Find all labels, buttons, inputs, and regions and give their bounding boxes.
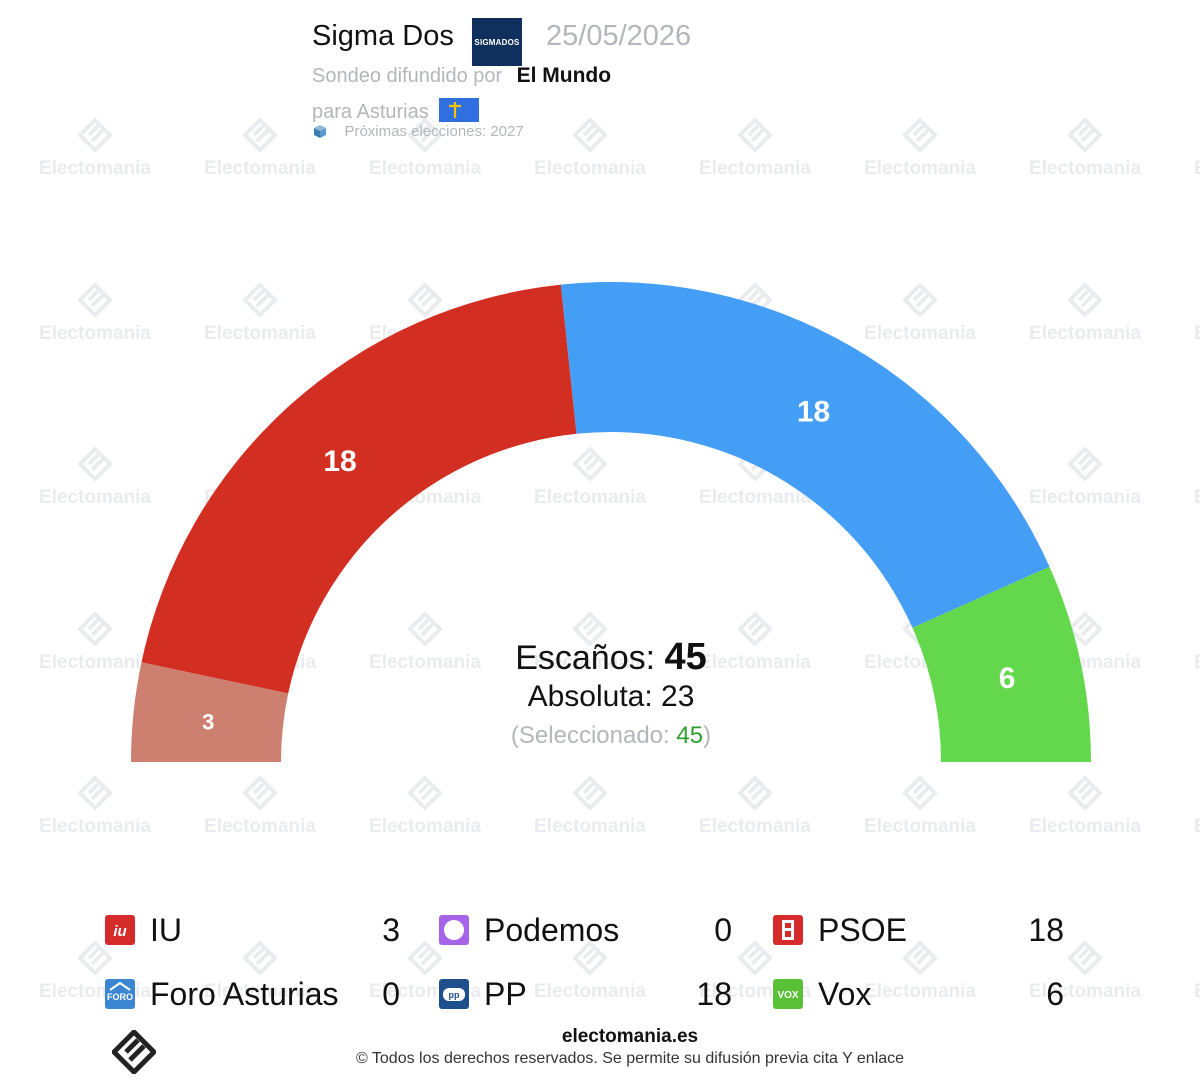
- majority-value: 23: [661, 680, 695, 713]
- region-label: para Asturias: [312, 101, 429, 123]
- majority-line: Absoluta: 23: [411, 680, 811, 722]
- legend-value: 18: [696, 976, 732, 1012]
- pollster-logo: SIGMADOS: [472, 18, 522, 66]
- electomania-logo-icon: [110, 1028, 158, 1079]
- next-elections: Próximas elecciones: 2027: [344, 123, 524, 140]
- legend-value: 18: [1028, 912, 1064, 948]
- selected-prefix: (Seleccionado:: [510, 722, 670, 749]
- legend-name: IU: [150, 912, 182, 948]
- segment-seat-label: 3: [202, 710, 214, 735]
- psoe-logo-icon: [772, 914, 804, 946]
- segment-seat-label: 18: [797, 395, 830, 428]
- svg-text:pp: pp: [449, 990, 460, 1000]
- segment-seat-label: 6: [999, 662, 1016, 695]
- legend-value: 3: [382, 912, 400, 948]
- asturias-flag-icon: [439, 98, 480, 122]
- hemicycle-segment-pp: [560, 282, 1050, 628]
- hemicycle-segment-vox: [912, 566, 1091, 762]
- podemos-logo-icon: [438, 914, 470, 946]
- majority-label: Absoluta:: [527, 680, 653, 713]
- source-prefix: Sondeo difundido por: [312, 65, 503, 87]
- hemicycle-segment-psoe: [141, 284, 577, 694]
- svg-text:iu: iu: [113, 923, 126, 940]
- legend-value: 6: [1046, 976, 1064, 1012]
- region-row: para Asturias: [312, 98, 480, 124]
- source-row: Sondeo difundido por El Mundo: [312, 64, 611, 88]
- legend-name: PSOE: [818, 912, 907, 948]
- segment-seat-label: 18: [323, 445, 356, 478]
- foro-asturias-logo-icon: FORO: [104, 978, 136, 1010]
- legend-value: 0: [382, 976, 400, 1012]
- hemicycle-segment-iu: [131, 662, 289, 762]
- seats-label: Escaños:: [515, 639, 656, 677]
- footer-site: electomania.es: [561, 1026, 699, 1047]
- svg-text:VOX: VOX: [777, 990, 798, 1001]
- footer-copyright: © Todos los derechos reservados. Se perm…: [355, 1050, 905, 1067]
- next-elections-row: Próximas elecciones: 2027: [312, 122, 524, 143]
- media-name: El Mundo: [516, 64, 612, 87]
- seats-total: 45: [664, 636, 707, 678]
- legend-name: Foro Asturias: [150, 976, 339, 1012]
- poll-date: 25/05/2026: [546, 20, 692, 52]
- selected-suffix: ): [703, 722, 712, 749]
- pollster-name: Sigma Dos: [312, 20, 454, 52]
- legend-name: Podemos: [484, 912, 620, 948]
- legend-name: PP: [484, 976, 527, 1012]
- pp-logo-icon: pp: [438, 978, 470, 1010]
- svg-text:FORO: FORO: [107, 992, 133, 1002]
- ballot-box-icon: [312, 122, 328, 143]
- seat-summary: Escaños: 45 Absoluta: 23 (Seleccionado: …: [411, 636, 811, 750]
- iu-logo-icon: iu: [104, 914, 136, 946]
- selected-line: (Seleccionado: 45): [411, 722, 811, 750]
- selected-value: 45: [676, 722, 704, 749]
- seats-line: Escaños: 45: [411, 636, 811, 680]
- legend-value: 0: [714, 912, 732, 948]
- legend-name: Vox: [818, 976, 872, 1012]
- vox-logo-icon: VOX: [772, 978, 804, 1010]
